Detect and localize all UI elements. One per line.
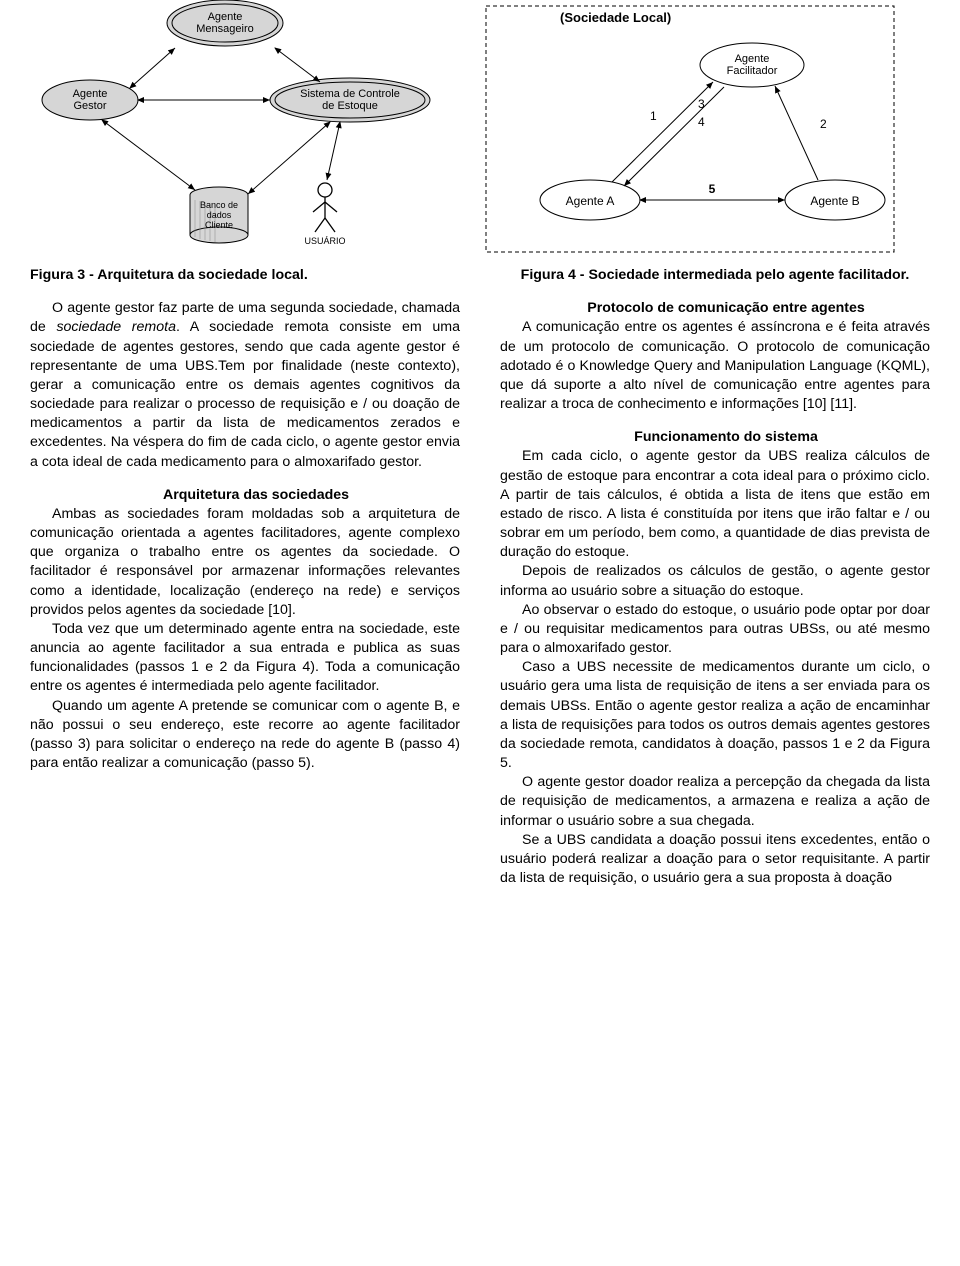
edge-2: 2 (820, 117, 827, 131)
facil-l2: Facilitador (727, 65, 778, 77)
left-p3: Toda vez que um determinado agente entra… (30, 620, 460, 697)
agent-b-label: Agente B (810, 194, 859, 208)
db-l1: Banco de (200, 200, 238, 210)
node-sce-l2: de Estoque (322, 100, 378, 112)
node-gestor-l1: Agente (73, 88, 108, 100)
agent-a-label: Agente A (566, 194, 615, 208)
edge-4: 4 (698, 115, 705, 129)
user-icon (313, 183, 337, 232)
edge-5: 5 (709, 182, 716, 196)
fig3-caption: Figura 3 - Arquitetura da sociedade loca… (30, 266, 460, 285)
db-l2: dados (207, 210, 232, 220)
node-mensageiro-l2: Mensageiro (196, 23, 253, 35)
user-label: USUÁRIO (304, 236, 345, 246)
figure-3-svg: Agente Mensageiro Agente Gestor Sistema … (30, 0, 440, 260)
left-p1: O agente gestor faz parte de uma segunda… (30, 299, 460, 472)
right-p1: A comunicação entre os agentes é assíncr… (500, 318, 930, 414)
right-h2: Funcionamento do sistema (500, 428, 930, 447)
left-h1: Arquitetura das sociedades (30, 486, 460, 505)
left-column: Figura 3 - Arquitetura da sociedade loca… (30, 266, 460, 888)
edge-1: 1 (650, 109, 657, 123)
right-p4: Ao observar o estado do estoque, o usuár… (500, 601, 930, 659)
figure-3: Agente Mensageiro Agente Gestor Sistema … (30, 0, 440, 260)
right-h1: Protocolo de comunicação entre agentes (500, 299, 930, 318)
right-p2: Em cada ciclo, o agente gestor da UBS re… (500, 447, 930, 562)
node-mensageiro-l1: Agente (208, 11, 243, 23)
left-p4: Quando um agente A pretende se comunicar… (30, 697, 460, 774)
facil-l1: Agente (735, 53, 770, 65)
fig4-caption: Figura 4 - Sociedade intermediada pelo a… (500, 266, 930, 285)
right-column: Figura 4 - Sociedade intermediada pelo a… (500, 266, 930, 888)
db-l3: Cliente (205, 220, 233, 230)
figure-4: (Sociedade Local) Agente Facilitador Age… (480, 0, 900, 260)
right-p6: O agente gestor doador realiza a percepç… (500, 773, 930, 831)
node-gestor-l2: Gestor (73, 100, 106, 112)
edge-3: 3 (698, 97, 705, 111)
right-p3: Depois de realizados os cálculos de gest… (500, 562, 930, 600)
society-label: (Sociedade Local) (560, 10, 671, 25)
right-p7: Se a UBS candidata a doação possui itens… (500, 831, 930, 889)
node-sce-l1: Sistema de Controle (300, 88, 400, 100)
figure-4-svg: (Sociedade Local) Agente Facilitador Age… (480, 0, 900, 260)
left-p2: Ambas as sociedades foram moldadas sob a… (30, 505, 460, 620)
right-p5: Caso a UBS necessite de medicamentos dur… (500, 658, 930, 773)
